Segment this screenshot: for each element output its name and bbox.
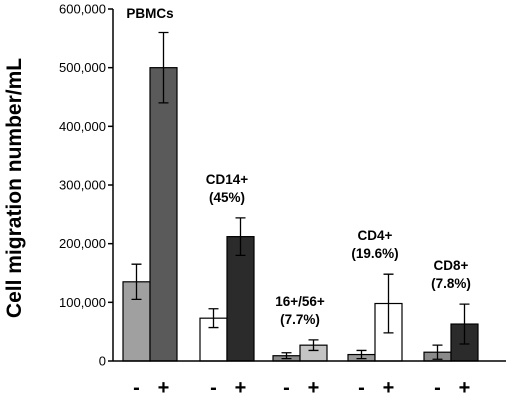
error-bar — [131, 263, 142, 301]
error-bar — [383, 273, 394, 334]
y-tick-label: 100,000 — [59, 295, 106, 310]
error-bar — [235, 217, 246, 257]
condition-label: - — [210, 377, 217, 399]
group-label: PBMCs — [126, 6, 173, 21]
y-tick-label: 300,000 — [59, 178, 106, 193]
condition-label: - — [434, 377, 441, 399]
condition-label: + — [308, 377, 320, 399]
group-label: (45%) — [209, 190, 245, 205]
y-axis-ticks: 0 100,000 200,000 300,000 400,000 500,000 600,… — [59, 2, 113, 369]
condition-label: - — [358, 377, 365, 399]
group-label: 16+/56+ — [275, 294, 325, 309]
error-bar — [208, 308, 219, 329]
error-bar — [432, 344, 443, 360]
group-label: CD8+ — [434, 258, 469, 273]
condition-label: - — [283, 377, 290, 399]
condition-label: - — [133, 377, 140, 399]
condition-labels: - + - + - + - + - + — [133, 377, 470, 399]
y-tick-label: 200,000 — [59, 236, 106, 251]
group-label: (7.7%) — [280, 312, 320, 327]
error-bars — [131, 31, 470, 360]
error-bar — [356, 349, 367, 360]
group-label: CD4+ — [358, 228, 393, 243]
bar — [149, 67, 178, 362]
condition-label: + — [383, 377, 395, 399]
y-tick-label: 500,000 — [59, 60, 106, 75]
group-labels: PBMCs CD14+ (45%) 16+/56+ (7.7%) CD4+ (19.6%) C… — [126, 6, 471, 327]
group-label: CD14+ — [206, 172, 249, 187]
error-bar — [281, 352, 292, 360]
error-bar — [158, 31, 169, 104]
y-tick-label: 400,000 — [59, 119, 106, 134]
y-axis-title: Cell migration number/mL — [3, 58, 26, 318]
group-label: (19.6%) — [351, 246, 398, 261]
y-tick-label: 600,000 — [59, 2, 106, 17]
group-label: (7.8%) — [431, 276, 471, 291]
condition-label: + — [235, 377, 247, 399]
error-bar — [459, 303, 470, 345]
error-bar — [308, 339, 319, 352]
condition-label: + — [459, 377, 471, 399]
condition-label: + — [158, 377, 170, 399]
y-tick-label: 0 — [99, 354, 106, 369]
